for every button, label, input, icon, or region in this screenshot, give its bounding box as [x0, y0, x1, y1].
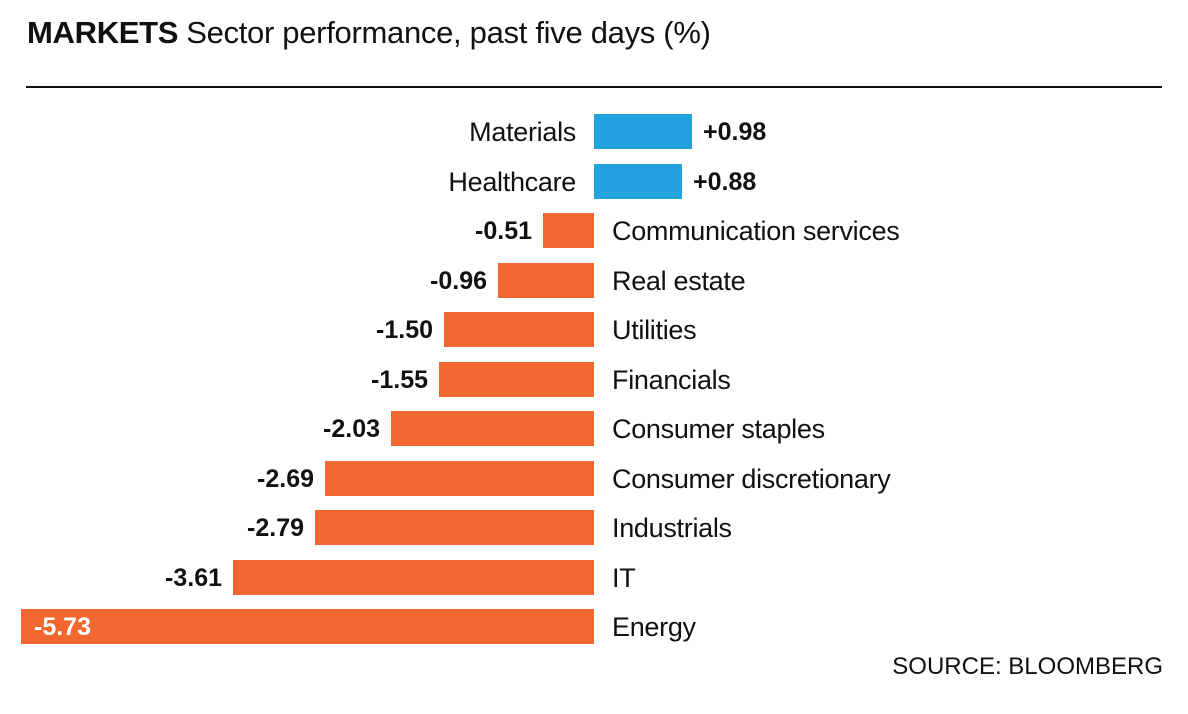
category-label-industrials: Industrials: [612, 513, 732, 543]
bar-communication-services: [543, 213, 594, 248]
value-label-consumer-discretionary: -2.69: [257, 464, 314, 493]
value-label-communication-services: -0.51: [475, 217, 532, 245]
bar-industrials: [315, 510, 594, 545]
category-label-healthcare: Healthcare: [448, 166, 576, 197]
category-label-consumer-discretionary: Consumer discretionary: [612, 463, 891, 494]
value-label-industrials: -2.79: [247, 514, 304, 542]
category-label-real-estate: Real estate: [612, 265, 746, 296]
value-label-materials: +0.98: [703, 118, 767, 146]
bar-it: [233, 559, 594, 595]
category-label-communication-services: Communication services: [612, 216, 900, 246]
category-label-materials: Materials: [469, 117, 576, 147]
page-title: MARKETS Sector performance, past five day…: [27, 14, 711, 52]
value-label-it: -3.61: [165, 563, 222, 592]
bar-materials: [594, 114, 692, 149]
bar-real-estate: [498, 262, 594, 298]
category-label-it: IT: [612, 562, 636, 593]
bar-healthcare: [594, 163, 682, 199]
bar-consumer-staples: [391, 411, 594, 446]
title-text: Sector performance, past five days (%): [186, 15, 711, 50]
source-credit: SOURCE: BLOOMBERG: [892, 653, 1163, 680]
title-divider: [26, 86, 1162, 88]
value-label-consumer-staples: -2.03: [323, 415, 380, 443]
bar-consumer-discretionary: [325, 460, 594, 496]
bar-energy: [21, 609, 594, 644]
bar-financials: [439, 361, 594, 397]
category-label-utilities: Utilities: [612, 315, 697, 345]
value-label-financials: -1.55: [371, 365, 428, 394]
bar-utilities: [444, 312, 594, 347]
category-label-financials: Financials: [612, 364, 731, 395]
value-label-energy: -5.73: [34, 613, 91, 641]
value-label-utilities: -1.50: [376, 316, 433, 344]
title-kicker: MARKETS: [27, 15, 179, 50]
category-label-consumer-staples: Consumer staples: [612, 414, 825, 444]
value-label-real-estate: -0.96: [430, 266, 487, 295]
value-label-healthcare: +0.88: [693, 167, 757, 196]
category-label-energy: Energy: [612, 612, 696, 642]
